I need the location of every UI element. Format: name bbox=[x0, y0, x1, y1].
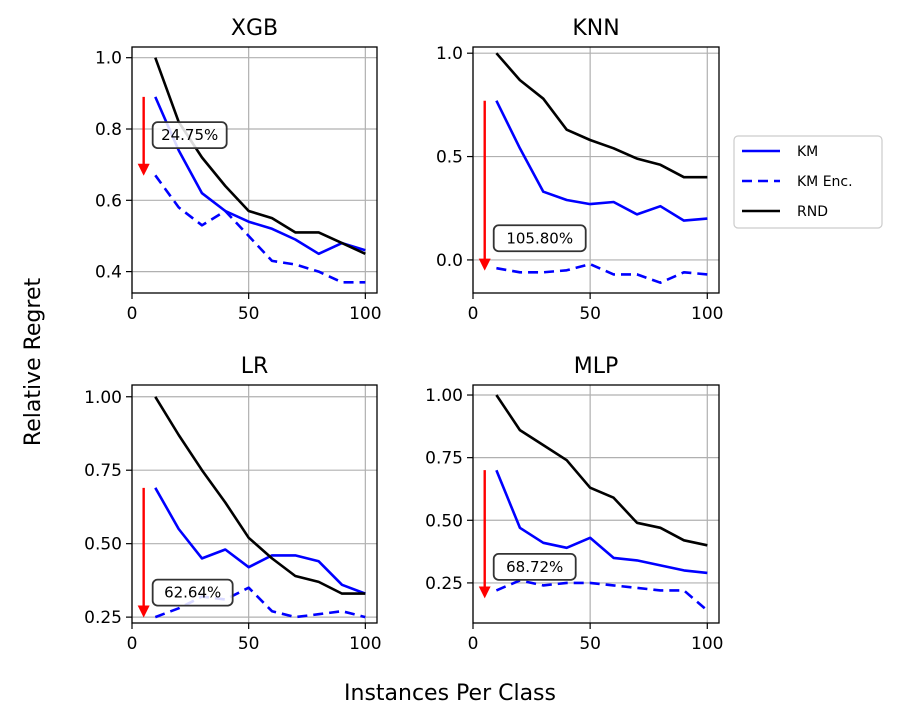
xgb-panel-title: XGB bbox=[231, 16, 278, 41]
mlp-axes-frame bbox=[472, 384, 720, 624]
xgb-annotation-label: 24.75% bbox=[161, 126, 218, 144]
lr-series-rnd bbox=[154, 396, 366, 595]
lr-series-km bbox=[154, 487, 366, 595]
lr-xtick-label: 100 bbox=[349, 634, 381, 654]
lr-ytick-label: 0.50 bbox=[84, 535, 122, 555]
panel-mlp: 68.72% 0 50 100 0.25 0.50 0.75 1.00 MLP bbox=[425, 354, 723, 654]
knn-axes-frame bbox=[472, 46, 720, 294]
panel-knn: 105.80% 0 50 100 0.0 0.5 1.0 KNN bbox=[436, 16, 724, 324]
xgb-ytick-label: 1.0 bbox=[95, 49, 122, 69]
panel-lr: 62.64% 0 50 100 0.25 0.50 0.75 1.00 LR bbox=[84, 354, 381, 654]
knn-panel-title: KNN bbox=[572, 16, 619, 41]
mlp-xtick-label: 100 bbox=[691, 634, 723, 654]
mlp-series-rnd bbox=[495, 394, 708, 547]
knn-ytick-label: 0.0 bbox=[436, 251, 463, 271]
mlp-series-km bbox=[495, 469, 708, 575]
legend-km-enc-label: KM Enc. bbox=[797, 174, 853, 190]
knn-series-rnd bbox=[495, 52, 708, 179]
lr-ytick-label: 1.00 bbox=[84, 388, 122, 408]
mlp-annotation-label: 68.72% bbox=[506, 558, 563, 576]
knn-ytick-label: 1.0 bbox=[436, 44, 463, 64]
lr-panel-title: LR bbox=[241, 354, 269, 379]
legend-km-label: KM bbox=[797, 144, 818, 160]
lr-xtick-label: 0 bbox=[127, 634, 138, 654]
xgb-ytick-label: 0.8 bbox=[95, 120, 122, 140]
knn-xtick-label: 50 bbox=[579, 304, 601, 324]
lr-xtick-label: 50 bbox=[238, 634, 260, 654]
mlp-ytick-label: 0.75 bbox=[425, 449, 463, 469]
knn-annotation-box bbox=[492, 224, 587, 253]
xgb-xtick-label: 100 bbox=[349, 304, 381, 324]
y-axis-label: Relative Regret bbox=[21, 278, 46, 447]
mlp-ytick-label: 0.50 bbox=[425, 511, 463, 531]
mlp-annotation-box bbox=[492, 552, 577, 581]
lr-axes-frame bbox=[131, 384, 378, 624]
xgb-annotation-box bbox=[151, 121, 228, 150]
knn-series-km-enc bbox=[496, 262, 708, 285]
legend-rnd-label: RND bbox=[797, 204, 828, 220]
legend: KM KM Enc. RND bbox=[733, 135, 883, 229]
knn-xtick-label: 0 bbox=[468, 304, 479, 324]
panel-xgb: 24.75% 0 50 100 0.4 0.6 0.8 1.0 XGB bbox=[95, 16, 382, 324]
legend-box bbox=[733, 135, 883, 229]
xgb-series-km-enc bbox=[154, 174, 366, 284]
knn-xtick-label: 100 bbox=[691, 304, 723, 324]
xgb-ytick-label: 0.6 bbox=[95, 191, 122, 211]
lr-ytick-label: 0.75 bbox=[84, 461, 122, 481]
xgb-xtick-label: 0 bbox=[127, 304, 138, 324]
knn-ytick-label: 0.5 bbox=[436, 148, 463, 168]
lr-annotation-label: 62.64% bbox=[164, 584, 221, 602]
lr-ytick-label: 0.25 bbox=[84, 608, 122, 628]
panels: 24.75% 0 50 100 0.4 0.6 0.8 1.0 XGB 105.80% 0 50 100… bbox=[84, 16, 723, 654]
x-axis-label: Instances Per Class bbox=[344, 681, 556, 706]
knn-annotation-label: 105.80% bbox=[506, 229, 573, 247]
xgb-ytick-label: 0.4 bbox=[95, 263, 122, 283]
mlp-ytick-label: 1.00 bbox=[425, 386, 463, 406]
mlp-series-km-enc bbox=[495, 579, 709, 612]
mlp-ytick-label: 0.25 bbox=[425, 574, 463, 594]
mlp-xtick-label: 0 bbox=[468, 634, 479, 654]
mlp-panel-title: MLP bbox=[574, 354, 619, 379]
xgb-series-km bbox=[154, 96, 366, 256]
knn-series-km bbox=[495, 100, 708, 222]
mlp-xtick-label: 50 bbox=[579, 634, 601, 654]
lr-annotation-box bbox=[151, 578, 234, 607]
xgb-xtick-label: 50 bbox=[238, 304, 260, 324]
xgb-axes-frame bbox=[131, 46, 378, 294]
